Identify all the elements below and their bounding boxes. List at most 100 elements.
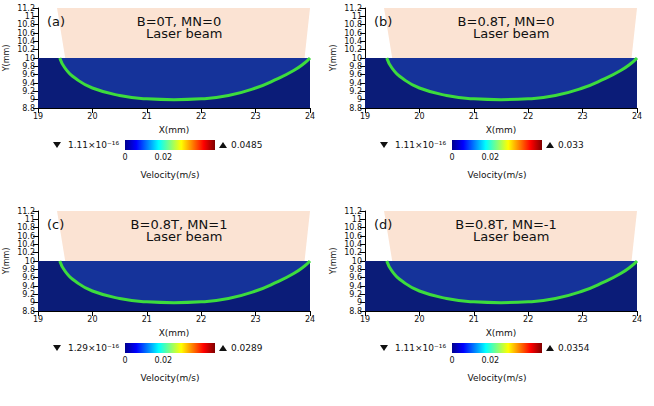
svg-text:(b): (b) bbox=[374, 14, 392, 29]
svg-text:9: 9 bbox=[357, 95, 362, 104]
svg-text:10: 10 bbox=[25, 54, 35, 63]
svg-text:9.4: 9.4 bbox=[22, 79, 35, 88]
svg-text:9: 9 bbox=[30, 95, 35, 104]
svg-text:11: 11 bbox=[352, 12, 362, 21]
svg-text:0.0354: 0.0354 bbox=[558, 343, 590, 353]
svg-text:11: 11 bbox=[25, 215, 35, 224]
svg-text:10.8: 10.8 bbox=[344, 223, 362, 232]
svg-text:22: 22 bbox=[523, 315, 533, 324]
svg-text:0: 0 bbox=[122, 153, 127, 162]
svg-text:9.4: 9.4 bbox=[349, 282, 362, 291]
svg-text:10.2: 10.2 bbox=[344, 248, 362, 257]
svg-text:1.11×10⁻¹⁶: 1.11×10⁻¹⁶ bbox=[395, 343, 446, 353]
svg-text:0: 0 bbox=[122, 356, 127, 365]
svg-text:11: 11 bbox=[352, 215, 362, 224]
svg-text:11: 11 bbox=[25, 12, 35, 21]
svg-text:9: 9 bbox=[357, 298, 362, 307]
svg-text:Y(mm): Y(mm) bbox=[329, 45, 338, 73]
svg-text:Laser beam: Laser beam bbox=[146, 229, 222, 244]
svg-text:0: 0 bbox=[449, 356, 454, 365]
svg-text:9: 9 bbox=[30, 298, 35, 307]
svg-text:0.033: 0.033 bbox=[558, 140, 584, 150]
svg-text:(d): (d) bbox=[374, 217, 392, 232]
svg-text:22: 22 bbox=[196, 112, 206, 121]
svg-text:21: 21 bbox=[142, 315, 152, 324]
svg-text:Velocity(m/s): Velocity(m/s) bbox=[141, 170, 200, 180]
svg-text:19: 19 bbox=[33, 315, 43, 324]
svg-text:Velocity(m/s): Velocity(m/s) bbox=[141, 373, 200, 383]
svg-text:23: 23 bbox=[251, 315, 261, 324]
svg-text:10: 10 bbox=[25, 257, 35, 266]
svg-text:Laser beam: Laser beam bbox=[473, 26, 549, 41]
svg-text:23: 23 bbox=[578, 315, 588, 324]
svg-text:9.8: 9.8 bbox=[349, 62, 362, 71]
svg-text:10.8: 10.8 bbox=[344, 20, 362, 29]
svg-text:9.2: 9.2 bbox=[349, 87, 362, 96]
svg-text:(c): (c) bbox=[47, 217, 64, 232]
svg-text:1.11×10⁻¹⁶: 1.11×10⁻¹⁶ bbox=[395, 140, 446, 150]
svg-text:Y(mm): Y(mm) bbox=[2, 45, 11, 73]
svg-text:20: 20 bbox=[414, 112, 424, 121]
svg-text:10.4: 10.4 bbox=[344, 37, 362, 46]
svg-text:10.6: 10.6 bbox=[17, 232, 35, 241]
svg-text:21: 21 bbox=[469, 112, 479, 121]
svg-text:19: 19 bbox=[360, 112, 370, 121]
svg-text:9.6: 9.6 bbox=[349, 70, 362, 79]
svg-text:0.0289: 0.0289 bbox=[231, 343, 263, 353]
svg-text:23: 23 bbox=[578, 112, 588, 121]
svg-text:10.4: 10.4 bbox=[17, 240, 35, 249]
svg-text:21: 21 bbox=[142, 112, 152, 121]
svg-text:11.2: 11.2 bbox=[17, 207, 35, 216]
svg-text:9.2: 9.2 bbox=[349, 290, 362, 299]
svg-text:9.6: 9.6 bbox=[22, 70, 35, 79]
svg-text:10.8: 10.8 bbox=[17, 20, 35, 29]
svg-text:(a): (a) bbox=[47, 14, 65, 29]
svg-text:20: 20 bbox=[87, 112, 97, 121]
svg-text:1.29×10⁻¹⁶: 1.29×10⁻¹⁶ bbox=[68, 343, 119, 353]
svg-text:10.6: 10.6 bbox=[344, 232, 362, 241]
svg-text:10: 10 bbox=[352, 257, 362, 266]
svg-text:24: 24 bbox=[632, 315, 642, 324]
svg-text:X(mm): X(mm) bbox=[159, 125, 190, 135]
svg-text:9.2: 9.2 bbox=[22, 87, 35, 96]
svg-text:10.6: 10.6 bbox=[17, 29, 35, 38]
svg-text:10: 10 bbox=[352, 54, 362, 63]
svg-text:24: 24 bbox=[305, 112, 315, 121]
svg-text:24: 24 bbox=[305, 315, 315, 324]
svg-text:10.6: 10.6 bbox=[344, 29, 362, 38]
svg-text:0.02: 0.02 bbox=[481, 356, 499, 365]
svg-text:22: 22 bbox=[196, 315, 206, 324]
svg-text:9.4: 9.4 bbox=[22, 282, 35, 291]
svg-text:10.2: 10.2 bbox=[17, 45, 35, 54]
svg-text:10.4: 10.4 bbox=[344, 240, 362, 249]
svg-text:9.8: 9.8 bbox=[22, 62, 35, 71]
svg-text:X(mm): X(mm) bbox=[159, 328, 190, 338]
svg-text:X(mm): X(mm) bbox=[486, 125, 517, 135]
svg-text:9.8: 9.8 bbox=[22, 265, 35, 274]
svg-text:10.2: 10.2 bbox=[344, 45, 362, 54]
svg-text:11.2: 11.2 bbox=[17, 4, 35, 13]
svg-text:Laser beam: Laser beam bbox=[473, 229, 549, 244]
svg-text:0.02: 0.02 bbox=[154, 153, 172, 162]
svg-text:Velocity(m/s): Velocity(m/s) bbox=[468, 170, 527, 180]
svg-text:9.6: 9.6 bbox=[349, 273, 362, 282]
svg-text:9.6: 9.6 bbox=[22, 273, 35, 282]
svg-text:20: 20 bbox=[414, 315, 424, 324]
svg-text:Y(mm): Y(mm) bbox=[329, 248, 338, 276]
svg-text:20: 20 bbox=[87, 315, 97, 324]
svg-text:0.0485: 0.0485 bbox=[231, 140, 263, 150]
svg-text:Velocity(m/s): Velocity(m/s) bbox=[468, 373, 527, 383]
svg-text:21: 21 bbox=[469, 315, 479, 324]
svg-text:1.11×10⁻¹⁶: 1.11×10⁻¹⁶ bbox=[68, 140, 119, 150]
svg-text:Y(mm): Y(mm) bbox=[2, 248, 11, 276]
svg-text:11.2: 11.2 bbox=[344, 4, 362, 13]
svg-text:9.4: 9.4 bbox=[349, 79, 362, 88]
svg-text:11.2: 11.2 bbox=[344, 207, 362, 216]
svg-text:Laser beam: Laser beam bbox=[146, 26, 222, 41]
svg-text:19: 19 bbox=[33, 112, 43, 121]
svg-text:10.2: 10.2 bbox=[17, 248, 35, 257]
svg-text:22: 22 bbox=[523, 112, 533, 121]
svg-text:24: 24 bbox=[632, 112, 642, 121]
svg-text:9.8: 9.8 bbox=[349, 265, 362, 274]
svg-text:0.02: 0.02 bbox=[154, 356, 172, 365]
